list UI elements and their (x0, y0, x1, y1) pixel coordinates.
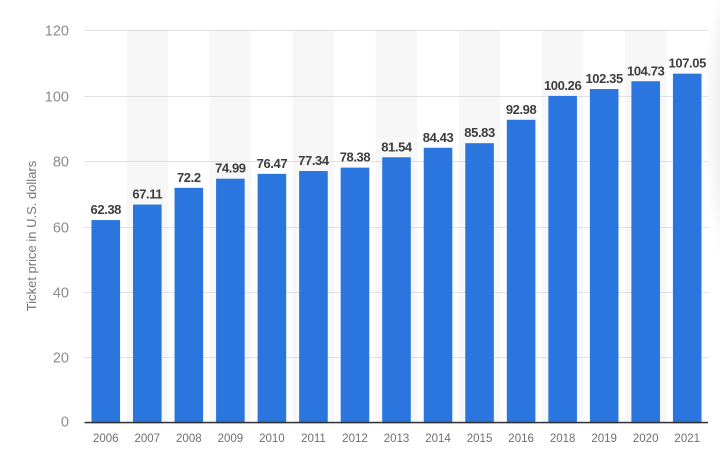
svg-text:2006: 2006 (93, 433, 119, 445)
svg-text:60: 60 (53, 221, 69, 237)
svg-text:67.11: 67.11 (132, 187, 162, 202)
svg-text:76.47: 76.47 (257, 156, 288, 171)
svg-text:107.05: 107.05 (669, 56, 707, 71)
svg-text:81.54: 81.54 (381, 139, 413, 154)
svg-text:120: 120 (45, 24, 69, 40)
svg-text:2011: 2011 (301, 433, 326, 445)
svg-text:78.38: 78.38 (340, 150, 371, 165)
svg-text:74.99: 74.99 (215, 161, 246, 176)
svg-text:62.38: 62.38 (90, 202, 121, 217)
svg-text:0: 0 (61, 415, 69, 431)
svg-text:2007: 2007 (135, 433, 161, 445)
svg-text:100.26: 100.26 (544, 78, 582, 93)
svg-text:2012: 2012 (342, 433, 368, 445)
svg-text:Ticket price in U.S. dollars: Ticket price in U.S. dollars (24, 160, 39, 311)
svg-text:2018: 2018 (550, 433, 576, 445)
svg-text:2016: 2016 (508, 433, 534, 445)
svg-text:84.43: 84.43 (423, 130, 454, 145)
svg-text:100: 100 (45, 90, 69, 106)
svg-text:40: 40 (53, 286, 69, 302)
svg-text:77.34: 77.34 (298, 153, 330, 168)
svg-text:2015: 2015 (467, 433, 493, 445)
svg-text:2013: 2013 (384, 433, 410, 445)
svg-text:2014: 2014 (425, 433, 451, 445)
svg-text:104.73: 104.73 (627, 63, 665, 78)
svg-text:2019: 2019 (591, 433, 617, 445)
svg-text:102.35: 102.35 (585, 71, 623, 86)
svg-text:2021: 2021 (674, 433, 700, 445)
svg-text:80: 80 (53, 155, 69, 171)
svg-text:2008: 2008 (176, 433, 202, 445)
svg-text:2009: 2009 (218, 433, 244, 445)
svg-text:85.83: 85.83 (464, 125, 495, 140)
svg-text:2010: 2010 (259, 433, 285, 445)
svg-text:92.98: 92.98 (506, 102, 537, 117)
svg-text:2020: 2020 (633, 433, 659, 445)
svg-text:20: 20 (53, 351, 69, 367)
svg-text:72.2: 72.2 (177, 170, 201, 185)
